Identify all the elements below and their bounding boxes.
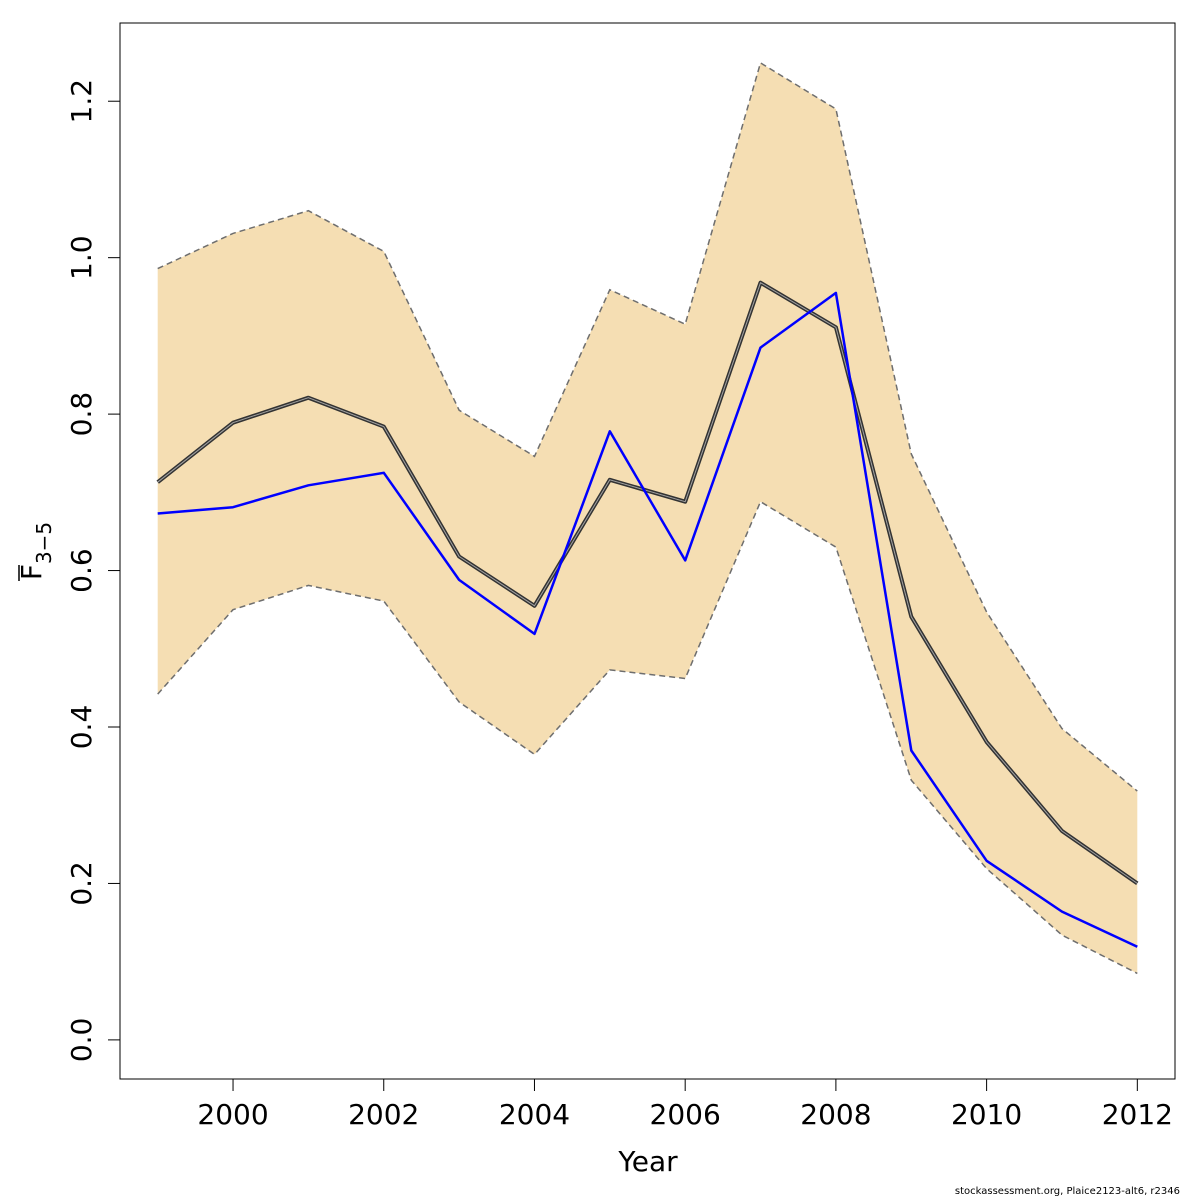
series-lines	[156, 280, 1139, 948]
x-tick-label: 2004	[499, 1098, 570, 1131]
confidence-band	[157, 61, 1138, 975]
x-tick-label: 2006	[650, 1098, 721, 1131]
series-observed-line	[157, 291, 1138, 948]
band-area	[157, 62, 1138, 974]
x-axis-label: Year	[617, 1145, 678, 1178]
y-tick-label: 0.0	[65, 1018, 98, 1063]
y-tick-label: 1.2	[65, 79, 98, 124]
y-axis-label-main: F	[15, 564, 48, 580]
x-tick-label: 2012	[1102, 1098, 1173, 1131]
series-estimate-inner	[157, 282, 1138, 884]
y-tick-label: 0.4	[65, 705, 98, 750]
x-tick-label: 2002	[348, 1098, 419, 1131]
y-axis-label-subscript: 3−5	[32, 522, 56, 564]
x-axis: 2000 2002 2004 2006 2008 2010 2012	[197, 1078, 1173, 1131]
x-tick-label: 2010	[951, 1098, 1022, 1131]
y-tick-label: 0.2	[65, 861, 98, 906]
y-axis-label: F3−5	[15, 522, 56, 581]
footer-credit: stockassessment.org, Plaice2123-alt6, r2…	[954, 1186, 1180, 1197]
y-tick-label: 0.8	[65, 392, 98, 437]
svg-text:F3−5: F3−5	[15, 522, 56, 580]
y-tick-label: 1.0	[65, 235, 98, 280]
x-tick-label: 2008	[800, 1098, 871, 1131]
band-lower-line	[157, 500, 1138, 975]
y-axis: 0.0 0.2 0.4 0.6 0.8 1.0 1.2	[65, 79, 121, 1063]
x-tick-label: 2000	[197, 1098, 268, 1131]
y-tick-label: 0.6	[65, 548, 98, 593]
